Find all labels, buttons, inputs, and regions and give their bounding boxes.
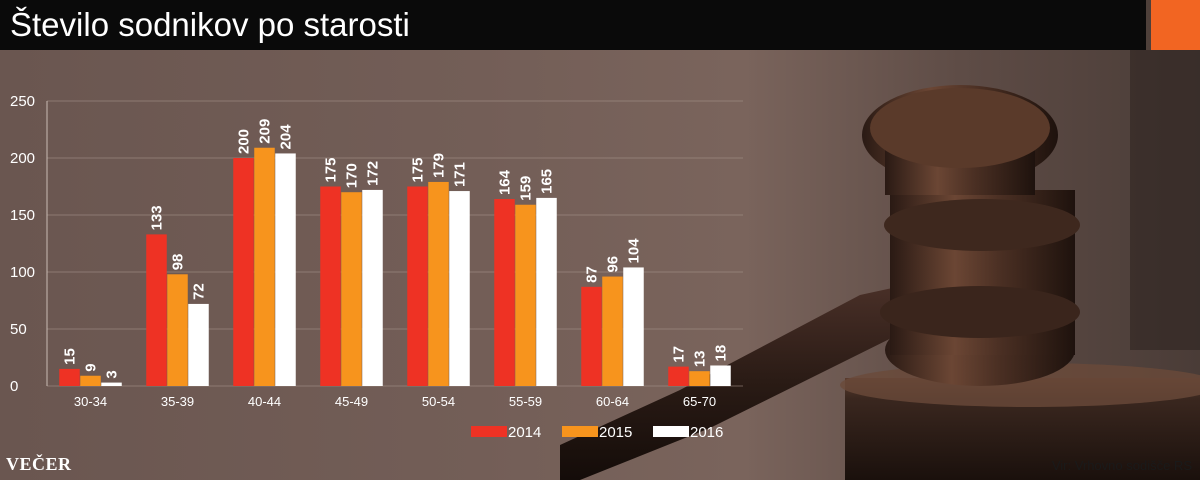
x-tick-label: 55-59 xyxy=(509,394,542,409)
bar-2016-35-39 xyxy=(188,303,209,386)
source-note: Vir: Vrhovno sodišče RS xyxy=(1051,458,1192,473)
bar-2015-50-54 xyxy=(428,181,449,386)
data-label: 209 xyxy=(257,119,274,144)
bar-2014-65-70 xyxy=(668,366,689,386)
y-tick-label: 50 xyxy=(10,321,27,338)
bar-2016-45-49 xyxy=(362,189,383,386)
data-label: 200 xyxy=(236,129,253,154)
bar-2016-40-44 xyxy=(275,153,296,386)
legend-label-2016: 2016 xyxy=(690,424,723,441)
bar-2016-60-64 xyxy=(623,267,644,386)
x-tick-label: 30-34 xyxy=(74,394,107,409)
y-tick-label: 150 xyxy=(10,207,35,224)
data-label: 9 xyxy=(83,363,100,371)
data-label: 104 xyxy=(626,238,643,264)
bar-2016-65-70 xyxy=(710,365,731,386)
data-label: 98 xyxy=(170,254,187,271)
data-label: 164 xyxy=(497,169,514,195)
bar-2014-60-64 xyxy=(581,286,602,386)
legend-label-2014: 2014 xyxy=(508,424,541,441)
chart-title: Število sodnikov po starosti xyxy=(10,6,410,43)
y-tick-label: 200 xyxy=(10,150,35,167)
x-axis-ticks: 30-34 35-39 40-44 45-49 50-54 55-59 60-64 65-70 xyxy=(74,394,716,409)
bar-2015-45-49 xyxy=(341,192,362,386)
bars xyxy=(59,147,731,386)
bar-2015-60-64 xyxy=(602,276,623,386)
bar-2014-55-59 xyxy=(494,199,515,386)
accent-block xyxy=(1151,0,1200,50)
data-label: 172 xyxy=(365,161,382,186)
legend: 2014 2015 2016 xyxy=(471,424,723,441)
gavel-ring-lower xyxy=(880,286,1080,338)
data-label: 87 xyxy=(584,266,601,283)
bar-2015-55-59 xyxy=(515,204,536,386)
y-tick-label: 0 xyxy=(10,378,18,395)
gavel-ring-upper xyxy=(884,199,1080,251)
x-tick-label: 65-70 xyxy=(683,394,716,409)
data-label: 170 xyxy=(344,163,361,188)
x-tick-label: 50-54 xyxy=(422,394,455,409)
wall-panel xyxy=(1130,50,1200,350)
bar-2016-50-54 xyxy=(449,191,470,386)
bar-2014-40-44 xyxy=(233,158,254,386)
bar-2015-30-34 xyxy=(80,375,101,386)
x-tick-label: 40-44 xyxy=(248,394,281,409)
data-label: 179 xyxy=(431,153,448,178)
y-axis-ticks: 0 50 100 150 200 250 xyxy=(10,93,35,395)
data-label: 171 xyxy=(452,162,469,187)
bar-2014-45-49 xyxy=(320,186,341,386)
bar-2016-55-59 xyxy=(536,197,557,386)
bar-2014-30-34 xyxy=(59,368,80,386)
y-tick-label: 100 xyxy=(10,264,35,281)
legend-swatch-2014 xyxy=(471,426,507,437)
bar-2016-30-34 xyxy=(101,382,122,386)
data-label: 17 xyxy=(671,346,688,363)
x-tick-label: 45-49 xyxy=(335,394,368,409)
data-label: 72 xyxy=(191,283,208,300)
y-tick-label: 250 xyxy=(10,93,35,110)
bar-2014-50-54 xyxy=(407,186,428,386)
x-tick-label: 60-64 xyxy=(596,394,629,409)
bar-2015-35-39 xyxy=(167,274,188,386)
data-label: 159 xyxy=(518,176,535,201)
legend-label-2015: 2015 xyxy=(599,424,632,441)
data-label: 204 xyxy=(278,124,295,150)
bar-2015-65-70 xyxy=(689,371,710,386)
data-label: 133 xyxy=(149,205,166,230)
data-label: 18 xyxy=(713,345,730,362)
data-label: 13 xyxy=(692,350,709,367)
bar-2014-35-39 xyxy=(146,234,167,386)
brand-logo: VEČER xyxy=(6,454,72,474)
data-label: 15 xyxy=(62,348,79,365)
title-bar: Število sodnikov po starosti xyxy=(0,0,1146,50)
gavel-head-cap xyxy=(870,88,1050,168)
legend-swatch-2016 xyxy=(653,426,689,437)
data-label: 3 xyxy=(104,370,121,378)
data-label: 175 xyxy=(323,157,340,182)
legend-swatch-2015 xyxy=(562,426,598,437)
data-label: 165 xyxy=(539,169,556,194)
data-label: 96 xyxy=(605,256,622,273)
x-tick-label: 35-39 xyxy=(161,394,194,409)
gavel-illustration xyxy=(560,50,1200,480)
data-label: 175 xyxy=(410,157,427,182)
bar-2015-40-44 xyxy=(254,147,275,386)
